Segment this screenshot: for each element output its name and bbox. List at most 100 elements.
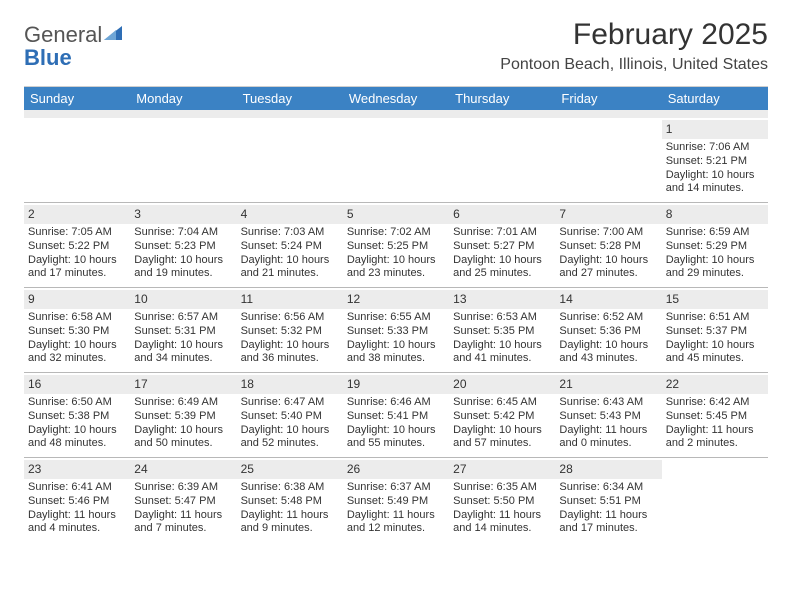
logo-word2: Blue xyxy=(24,45,72,70)
day-detail-line: Daylight: 11 hours xyxy=(453,509,551,523)
day-cell: 28Sunrise: 6:34 AMSunset: 5:51 PMDayligh… xyxy=(555,458,661,542)
day-detail-line: and 43 minutes. xyxy=(559,352,657,366)
day-detail-line: Sunrise: 6:43 AM xyxy=(559,396,657,410)
day-detail-line: and 17 minutes. xyxy=(559,522,657,536)
day-cell: 8Sunrise: 6:59 AMSunset: 5:29 PMDaylight… xyxy=(662,203,768,287)
day-detail-line: and 34 minutes. xyxy=(134,352,232,366)
day-detail-line: and 52 minutes. xyxy=(241,437,339,451)
day-detail-line: Sunrise: 6:49 AM xyxy=(134,396,232,410)
day-cell: 14Sunrise: 6:52 AMSunset: 5:36 PMDayligh… xyxy=(555,288,661,372)
day-cell: 7Sunrise: 7:00 AMSunset: 5:28 PMDaylight… xyxy=(555,203,661,287)
day-detail-line: and 0 minutes. xyxy=(559,437,657,451)
day-detail-line: and 2 minutes. xyxy=(666,437,764,451)
day-detail-line: Sunset: 5:43 PM xyxy=(559,410,657,424)
calendar-page: General Blue February 2025 Pontoon Beach… xyxy=(0,0,792,612)
day-detail-line: Sunrise: 6:55 AM xyxy=(347,311,445,325)
day-detail-line: Sunrise: 6:47 AM xyxy=(241,396,339,410)
day-number: 15 xyxy=(662,290,768,309)
day-detail-line: and 57 minutes. xyxy=(453,437,551,451)
day-detail-line: and 48 minutes. xyxy=(28,437,126,451)
day-detail-line: Daylight: 10 hours xyxy=(347,339,445,353)
day-detail-line: Sunrise: 6:38 AM xyxy=(241,481,339,495)
day-detail-line: Sunset: 5:45 PM xyxy=(666,410,764,424)
day-detail-line: Sunset: 5:28 PM xyxy=(559,240,657,254)
day-number: 2 xyxy=(24,205,130,224)
day-number: 21 xyxy=(555,375,661,394)
day-detail-line: Sunrise: 6:34 AM xyxy=(559,481,657,495)
title-block: February 2025 Pontoon Beach, Illinois, U… xyxy=(500,18,768,74)
day-detail-line: Sunset: 5:46 PM xyxy=(28,495,126,509)
day-detail-line: and 50 minutes. xyxy=(134,437,232,451)
day-detail-line: Daylight: 11 hours xyxy=(28,509,126,523)
day-detail-line: Sunset: 5:41 PM xyxy=(347,410,445,424)
day-detail-line: Daylight: 10 hours xyxy=(134,339,232,353)
day-detail-line: Sunset: 5:51 PM xyxy=(559,495,657,509)
day-cell: 16Sunrise: 6:50 AMSunset: 5:38 PMDayligh… xyxy=(24,373,130,457)
empty-day-cell xyxy=(343,118,449,202)
weekday-header: Sunday xyxy=(24,87,130,110)
day-detail-line: Daylight: 10 hours xyxy=(453,339,551,353)
day-number: 26 xyxy=(343,460,449,479)
location-text: Pontoon Beach, Illinois, United States xyxy=(500,56,768,74)
spacer-row xyxy=(24,110,768,118)
day-detail-line: Daylight: 11 hours xyxy=(559,424,657,438)
empty-day-cell xyxy=(130,118,236,202)
day-cell: 9Sunrise: 6:58 AMSunset: 5:30 PMDaylight… xyxy=(24,288,130,372)
day-number: 10 xyxy=(130,290,236,309)
day-detail-line: and 4 minutes. xyxy=(28,522,126,536)
day-detail-line: Daylight: 10 hours xyxy=(347,424,445,438)
day-number: 25 xyxy=(237,460,343,479)
day-detail-line: Daylight: 10 hours xyxy=(28,254,126,268)
day-detail-line: and 25 minutes. xyxy=(453,267,551,281)
week-row: 9Sunrise: 6:58 AMSunset: 5:30 PMDaylight… xyxy=(24,287,768,372)
day-detail-line: Daylight: 10 hours xyxy=(453,254,551,268)
day-detail-line: Daylight: 11 hours xyxy=(241,509,339,523)
weekday-header-row: SundayMondayTuesdayWednesdayThursdayFrid… xyxy=(24,87,768,110)
day-detail-line: Daylight: 10 hours xyxy=(134,254,232,268)
day-detail-line: Sunrise: 6:52 AM xyxy=(559,311,657,325)
empty-day-cell xyxy=(24,118,130,202)
day-detail-line: Sunset: 5:23 PM xyxy=(134,240,232,254)
day-detail-line: Sunrise: 7:04 AM xyxy=(134,226,232,240)
day-detail-line: Daylight: 11 hours xyxy=(666,424,764,438)
day-number: 22 xyxy=(662,375,768,394)
day-detail-line: Daylight: 10 hours xyxy=(241,254,339,268)
day-detail-line: Sunrise: 6:56 AM xyxy=(241,311,339,325)
logo: General Blue xyxy=(24,24,126,70)
day-number: 13 xyxy=(449,290,555,309)
weekday-header: Saturday xyxy=(662,87,768,110)
day-cell: 18Sunrise: 6:47 AMSunset: 5:40 PMDayligh… xyxy=(237,373,343,457)
day-cell: 19Sunrise: 6:46 AMSunset: 5:41 PMDayligh… xyxy=(343,373,449,457)
day-detail-line: Sunset: 5:33 PM xyxy=(347,325,445,339)
empty-day-cell xyxy=(555,118,661,202)
day-number: 1 xyxy=(662,120,768,139)
day-number: 9 xyxy=(24,290,130,309)
day-detail-line: Daylight: 10 hours xyxy=(666,169,764,183)
day-number: 24 xyxy=(130,460,236,479)
day-detail-line: and 55 minutes. xyxy=(347,437,445,451)
day-detail-line: Sunset: 5:39 PM xyxy=(134,410,232,424)
day-detail-line: and 9 minutes. xyxy=(241,522,339,536)
day-detail-line: Daylight: 10 hours xyxy=(241,424,339,438)
day-number: 20 xyxy=(449,375,555,394)
week-row: 23Sunrise: 6:41 AMSunset: 5:46 PMDayligh… xyxy=(24,457,768,542)
day-detail-line: Sunset: 5:21 PM xyxy=(666,155,764,169)
day-detail-line: Daylight: 10 hours xyxy=(28,339,126,353)
day-detail-line: and 21 minutes. xyxy=(241,267,339,281)
day-detail-line: Daylight: 10 hours xyxy=(666,254,764,268)
day-detail-line: and 32 minutes. xyxy=(28,352,126,366)
day-detail-line: Daylight: 10 hours xyxy=(666,339,764,353)
day-detail-line: Sunrise: 6:45 AM xyxy=(453,396,551,410)
day-cell: 21 Sunrise: 6:43 AMSunset: 5:43 PMDayligh… xyxy=(555,373,661,457)
day-number: 3 xyxy=(130,205,236,224)
day-detail-line: Sunrise: 6:51 AM xyxy=(666,311,764,325)
day-detail-line: Sunrise: 6:57 AM xyxy=(134,311,232,325)
day-number: 27 xyxy=(449,460,555,479)
day-cell: 25Sunrise: 6:38 AMSunset: 5:48 PMDayligh… xyxy=(237,458,343,542)
day-cell: 17Sunrise: 6:49 AMSunset: 5:39 PMDayligh… xyxy=(130,373,236,457)
day-detail-line: Daylight: 10 hours xyxy=(453,424,551,438)
day-detail-line: and 17 minutes. xyxy=(28,267,126,281)
day-detail-line: Sunrise: 7:06 AM xyxy=(666,141,764,155)
day-detail-line: Daylight: 10 hours xyxy=(559,254,657,268)
day-cell: 4Sunrise: 7:03 AMSunset: 5:24 PMDaylight… xyxy=(237,203,343,287)
